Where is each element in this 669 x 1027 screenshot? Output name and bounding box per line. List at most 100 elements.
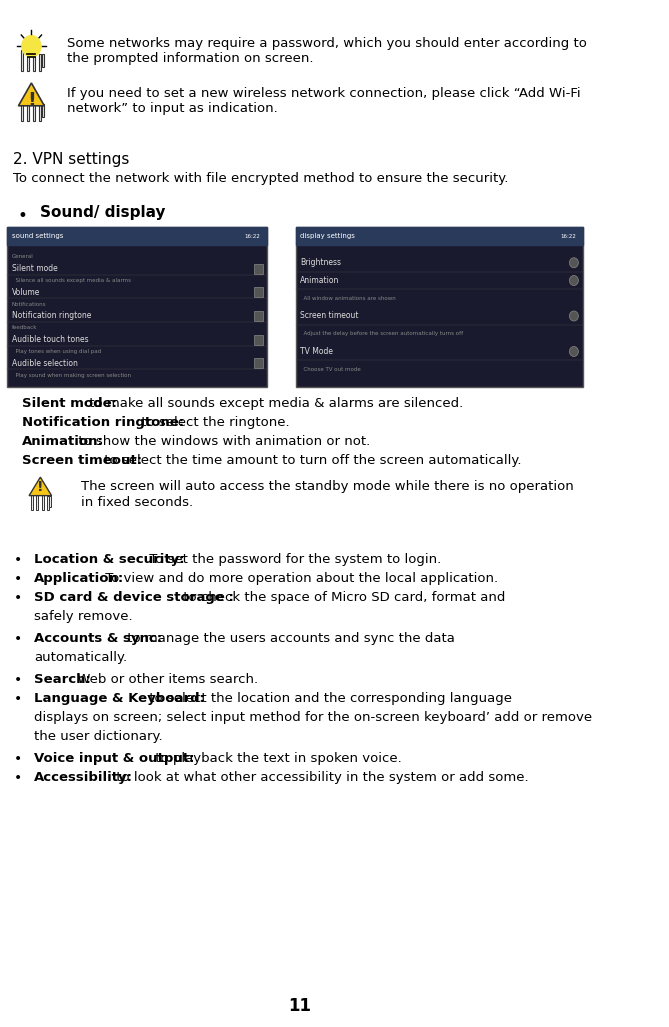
Text: Notification ringtone: Notification ringtone (11, 311, 91, 320)
Bar (42, 53, 44, 67)
Text: If you need to set a new wireless network connection, please click “Add Wi-Fi: If you need to set a new wireless networ… (68, 87, 581, 100)
Text: Voice input & output:: Voice input & output: (34, 752, 195, 765)
Polygon shape (29, 478, 52, 496)
Bar (7, 227, 267, 245)
Polygon shape (19, 83, 44, 106)
Text: Play tones when using dial pad: Play tones when using dial pad (11, 349, 101, 354)
Text: Play sound when making screen selection: Play sound when making screen selection (11, 373, 130, 378)
Text: Choose TV out mode: Choose TV out mode (300, 367, 361, 372)
Text: Location & security:: Location & security: (34, 553, 185, 566)
Text: to show the windows with animation or not.: to show the windows with animation or no… (74, 435, 371, 448)
Text: to manage the users accounts and sync the data: to manage the users accounts and sync th… (123, 632, 455, 645)
Text: !: ! (27, 90, 36, 110)
Text: To connect the network with file encrypted method to ensure the security.: To connect the network with file encrypt… (13, 172, 509, 185)
Text: •: • (13, 572, 21, 586)
Bar (33, 100, 35, 121)
Text: Silent mode:: Silent mode: (23, 397, 118, 410)
Text: Audible selection: Audible selection (11, 358, 78, 368)
Text: •: • (18, 207, 28, 225)
Text: •: • (13, 752, 21, 766)
Text: display settings: display settings (300, 233, 355, 239)
Text: 16:22: 16:22 (561, 233, 576, 238)
Bar (27, 100, 29, 121)
Text: Accounts & sync:: Accounts & sync: (34, 632, 162, 645)
Bar (33, 50, 35, 71)
Text: Animation:: Animation: (23, 435, 104, 448)
Text: Brightness: Brightness (300, 258, 341, 267)
Bar (21, 50, 23, 71)
Circle shape (569, 258, 579, 268)
Text: 2. VPN settings: 2. VPN settings (13, 152, 130, 167)
Text: •: • (13, 632, 21, 646)
Text: sound settings: sound settings (11, 233, 63, 239)
Text: automatically.: automatically. (34, 651, 127, 664)
Bar (254, 264, 263, 273)
Text: The screen will auto access the standby mode while there is no operation: The screen will auto access the standby … (81, 480, 573, 493)
Text: TV Mode: TV Mode (300, 347, 333, 356)
Text: Notifications: Notifications (11, 302, 46, 307)
Text: Application:: Application: (34, 572, 124, 585)
Text: Adjust the delay before the screen automatically turns off: Adjust the delay before the screen autom… (300, 332, 464, 336)
Text: to select the time amount to turn off the screen automatically.: to select the time amount to turn off th… (100, 454, 522, 467)
Text: displays on screen; select input method for the on-screen keyboard’ add or remov: displays on screen; select input method … (34, 711, 592, 724)
Text: Volume: Volume (11, 288, 40, 297)
Text: Search:: Search: (34, 673, 91, 686)
Text: the prompted information on screen.: the prompted information on screen. (68, 52, 314, 65)
Text: General: General (11, 255, 33, 260)
Text: 16:22: 16:22 (245, 233, 261, 238)
Text: Animation: Animation (300, 276, 340, 286)
Text: !: ! (37, 480, 43, 494)
Bar (39, 104, 41, 121)
Bar (42, 104, 44, 117)
Text: To view and do more operation about the local application.: To view and do more operation about the … (101, 572, 498, 585)
Bar (27, 50, 29, 71)
Circle shape (22, 36, 41, 56)
Circle shape (569, 311, 579, 321)
Text: Screen timeout: Screen timeout (300, 311, 359, 320)
Bar (254, 335, 263, 345)
Text: Accessibility:: Accessibility: (34, 771, 133, 784)
Text: the user dictionary.: the user dictionary. (34, 730, 163, 743)
Text: network” to input as indication.: network” to input as indication. (68, 102, 278, 115)
Text: to select the location and the corresponding language: to select the location and the correspon… (145, 692, 512, 705)
Text: •: • (13, 771, 21, 785)
Text: Web or other items search.: Web or other items search. (73, 673, 258, 686)
Bar (21, 100, 23, 121)
Text: Some networks may require a password, which you should enter according to: Some networks may require a password, wh… (68, 37, 587, 50)
Bar (254, 288, 263, 298)
Text: •: • (13, 553, 21, 567)
Text: to look at what other accessibility in the system or add some.: to look at what other accessibility in t… (112, 771, 529, 784)
Text: safely remove.: safely remove. (34, 610, 132, 623)
Bar (47, 496, 49, 509)
Text: in fixed seconds.: in fixed seconds. (81, 496, 193, 509)
Text: Notification ringtone:: Notification ringtone: (23, 416, 185, 429)
FancyBboxPatch shape (7, 227, 267, 387)
Text: All window animations are shown: All window animations are shown (300, 296, 396, 301)
Text: feedback: feedback (11, 326, 37, 331)
Text: to make all sounds except media & alarms are silenced.: to make all sounds except media & alarms… (85, 397, 463, 410)
Text: Audible touch tones: Audible touch tones (11, 335, 88, 344)
Text: Sound/ display: Sound/ display (40, 205, 166, 220)
Text: Language & Keyboard:: Language & Keyboard: (34, 692, 205, 705)
Bar (50, 496, 51, 507)
Text: Silent mode: Silent mode (11, 264, 58, 273)
Bar (296, 227, 583, 245)
Text: to playback the text in spoken voice.: to playback the text in spoken voice. (151, 752, 401, 765)
Text: SD card & device storage :: SD card & device storage : (34, 591, 234, 604)
Bar (36, 492, 38, 509)
Circle shape (569, 275, 579, 286)
Text: •: • (13, 673, 21, 687)
Text: To set the password for the system to login.: To set the password for the system to lo… (145, 553, 442, 566)
Bar (39, 53, 41, 71)
Circle shape (569, 346, 579, 356)
FancyBboxPatch shape (296, 227, 583, 387)
Bar (254, 358, 263, 369)
Text: Screen timeout:: Screen timeout: (23, 454, 142, 467)
Bar (41, 492, 43, 509)
Text: to check the space of Micro SD card, format and: to check the space of Micro SD card, for… (179, 591, 505, 604)
Text: •: • (13, 591, 21, 605)
Text: to select the ringtone.: to select the ringtone. (137, 416, 290, 429)
Text: 11: 11 (288, 997, 311, 1015)
Text: •: • (13, 692, 21, 706)
Bar (31, 492, 33, 509)
